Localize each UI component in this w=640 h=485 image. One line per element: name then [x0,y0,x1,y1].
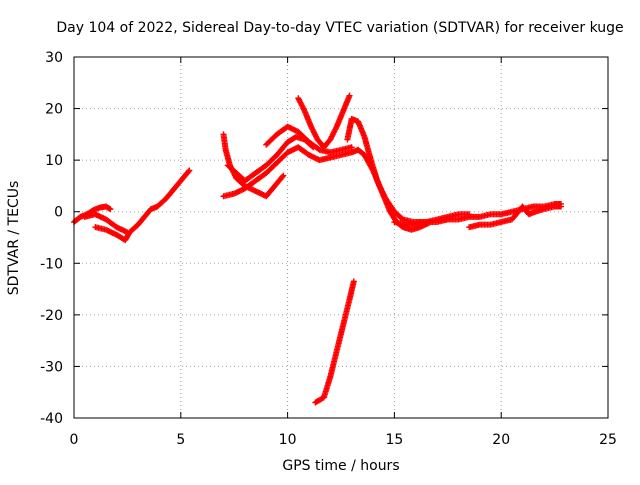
x-tick-label: 5 [176,432,185,448]
x-tick-label: 20 [492,432,510,448]
y-tick-label: 30 [45,50,63,66]
series-segment-c [81,211,131,236]
x-tick-labels: 0 5 10 15 20 25 [70,432,617,448]
series-segment-m [466,203,565,231]
series-segment-d [154,167,193,210]
data-point [348,144,355,151]
x-axis-label: GPS time / hours [282,458,399,474]
chart-title: Day 104 of 2022, Sidereal Day-to-day VTE… [56,20,623,36]
data-point [107,206,114,213]
y-tick-label: 20 [45,102,63,118]
data-point [124,229,131,236]
y-axis-label: SDTVAR / TECUs [6,181,22,296]
data-points-layer [71,92,565,406]
series-segment-n [312,278,357,406]
series-segment-g [224,133,317,184]
y-tick-label: -10 [40,256,63,272]
data-point [346,92,353,99]
data-point [315,145,322,152]
x-tick-label: 0 [70,432,79,448]
data-point [279,173,286,180]
data-point [558,203,565,210]
series-segment-b [92,203,161,244]
data-point [280,172,287,179]
x-tick-label: 10 [279,432,297,448]
y-tick-labels: -40 -30 -20 -10 0 10 20 30 [40,50,63,427]
x-tick-label: 15 [385,432,403,448]
data-point [186,167,193,174]
y-tick-label: -30 [40,359,63,375]
data-point [350,278,357,285]
plot-frame [73,56,609,419]
y-tick-label: -20 [40,308,63,324]
y-tick-label: -40 [40,411,63,427]
series-segment-j [344,115,434,233]
series-segment-i [295,92,353,151]
tick-layer [73,56,609,419]
y-tick-label: 0 [54,205,63,221]
data-point [185,168,192,175]
x-tick-label: 25 [599,432,617,448]
series-segment-h [263,123,355,156]
y-tick-label: 10 [45,153,63,169]
